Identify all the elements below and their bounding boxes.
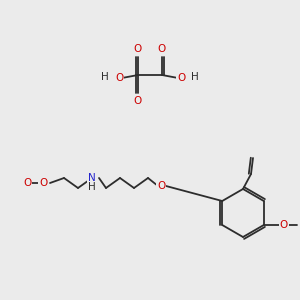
Text: O: O [134,44,142,54]
Text: O: O [158,44,166,54]
Text: H: H [101,72,109,82]
Text: O: O [177,73,185,83]
Text: O: O [23,178,31,188]
Text: O: O [39,178,47,188]
Text: O: O [134,96,142,106]
Text: H: H [88,182,96,192]
Text: O: O [157,181,165,191]
Text: N: N [88,173,96,183]
Text: H: H [191,72,199,82]
Text: O: O [280,220,288,230]
Text: O: O [115,73,123,83]
